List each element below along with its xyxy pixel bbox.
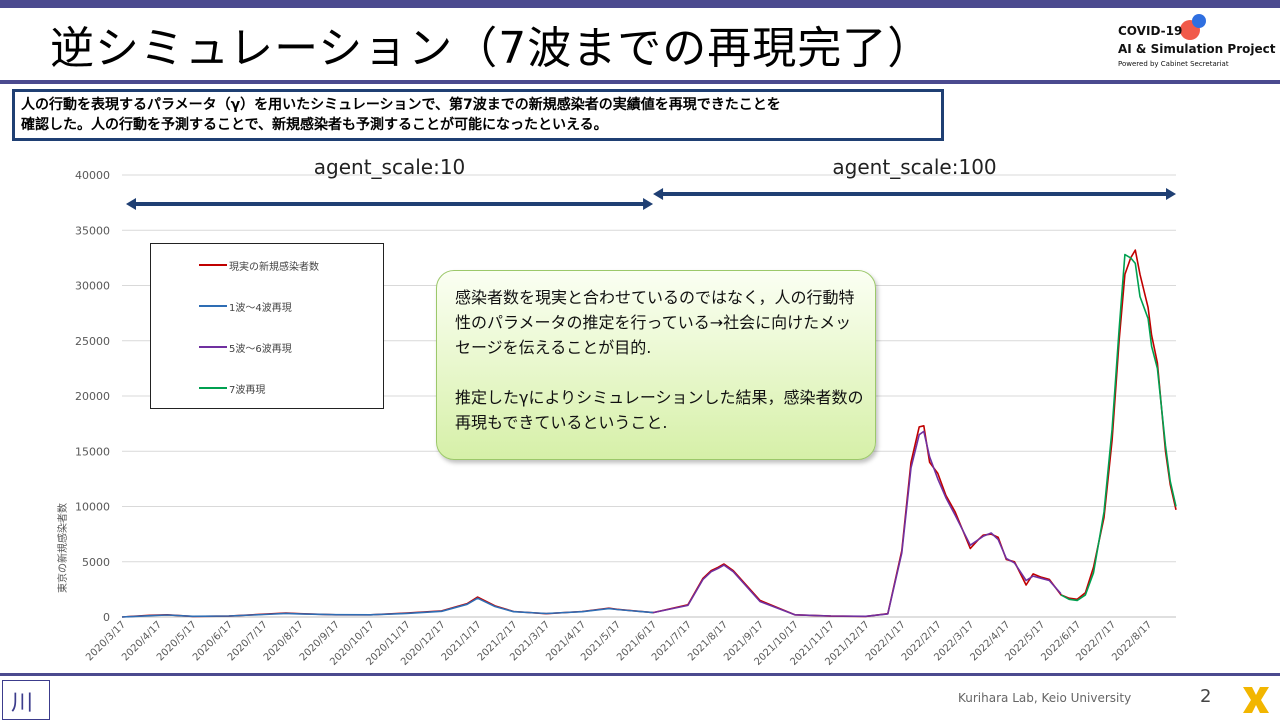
lab-logo-glyph: 川 bbox=[11, 691, 34, 716]
logo-blue-circle-icon bbox=[1192, 14, 1206, 28]
summary-line-2: 確認した。人の行動を予測することで、新規感染者も予測することが可能になったといえ… bbox=[21, 117, 608, 133]
y-tick-label: 25000 bbox=[75, 335, 110, 348]
logo-line1: COVID-19 bbox=[1118, 24, 1183, 38]
top-accent-bar bbox=[0, 0, 1280, 8]
series-line-2 bbox=[652, 430, 1062, 618]
y-tick-label: 10000 bbox=[75, 501, 110, 514]
cross-logo-icon bbox=[1243, 687, 1269, 713]
legend-item-real: 現実の新規感染者数 bbox=[199, 258, 379, 273]
legend-label-wave7: 7波再現 bbox=[229, 385, 266, 396]
y-tick-label: 40000 bbox=[75, 169, 110, 182]
footer-divider bbox=[0, 673, 1280, 676]
legend-label-wave5-6: 5波～6波再現 bbox=[229, 344, 292, 355]
title-divider bbox=[0, 80, 1280, 84]
series-line-1 bbox=[121, 597, 654, 618]
legend-swatch-wave1-4 bbox=[199, 305, 227, 307]
scale-label: agent_scale:100 bbox=[832, 155, 996, 179]
x-axis-ticks: 2020/3/172020/4/172020/5/172020/6/172020… bbox=[84, 619, 1154, 668]
y-tick-label: 30000 bbox=[75, 280, 110, 293]
footer-lab-name: Kurihara Lab, Keio University bbox=[958, 691, 1132, 705]
y-tick-label: 20000 bbox=[75, 390, 110, 403]
callout-paragraph-1: 感染者数を現実と合わせているのではなく，人の行動特性のパラメータの推定を行ってい… bbox=[455, 288, 855, 357]
legend-item-wave1-4: 1波～4波再現 bbox=[199, 299, 379, 314]
logo-line2: AI & Simulation Project bbox=[1118, 42, 1276, 56]
lab-logo: 川 bbox=[2, 680, 50, 720]
y-axis-ticks: 0 5000 10000 15000 20000 25000 30000 35000 40000 bbox=[75, 169, 110, 624]
legend-swatch-wave5-6 bbox=[199, 346, 227, 348]
scale-arrow-head-left bbox=[126, 198, 136, 210]
y-tick-label: 15000 bbox=[75, 445, 110, 458]
y-tick-label: 35000 bbox=[75, 224, 110, 237]
chart-series bbox=[121, 249, 1177, 618]
page-number: 2 bbox=[1200, 686, 1212, 707]
page-title: 逆シミュレーション（7波までの再現完了） bbox=[50, 23, 933, 74]
scale-arrow-head-right bbox=[643, 198, 654, 210]
y-tick-label: 5000 bbox=[82, 556, 110, 569]
legend-item-wave5-6: 5波～6波再現 bbox=[199, 340, 379, 355]
legend-label-real: 現実の新規感染者数 bbox=[229, 262, 319, 273]
agent-scale-annotations: agent_scale:10 agent_scale:100 bbox=[126, 155, 1176, 210]
y-axis-label: 東京の新規感染者数 bbox=[56, 503, 69, 593]
scale-arrow-head-left bbox=[653, 188, 664, 200]
callout-paragraph-2: 推定したγによりシミュレーションした結果，感染者数の再現もできているということ. bbox=[455, 388, 864, 432]
legend-label-wave1-4: 1波～4波再現 bbox=[229, 303, 292, 314]
summary-box: 人の行動を表現するパラメータ（γ）を用いたシミュレーションで、第7波までの新規感… bbox=[12, 89, 944, 141]
logo-line3: Powered by Cabinet Secretariat bbox=[1118, 60, 1229, 68]
legend-swatch-real bbox=[199, 264, 227, 266]
legend-swatch-wave7 bbox=[199, 387, 227, 389]
scale-label: agent_scale:10 bbox=[314, 155, 466, 179]
chart-legend: 現実の新規感染者数 1波～4波再現 5波～6波再現 7波再現 bbox=[150, 243, 384, 409]
summary-text: 人の行動を表現するパラメータ（γ）を用いたシミュレーションで、第7波までの新規感… bbox=[21, 95, 937, 135]
y-tick-label: 0 bbox=[103, 611, 110, 624]
explanation-callout: 感染者数を現実と合わせているのではなく，人の行動特性のパラメータの推定を行ってい… bbox=[436, 270, 876, 460]
project-logo: COVID-19 AI & Simulation Project Powered… bbox=[1118, 14, 1278, 78]
series-line-3 bbox=[1060, 253, 1177, 602]
legend-item-wave7: 7波再現 bbox=[199, 381, 379, 396]
scale-arrow-head-right bbox=[1166, 188, 1176, 200]
summary-line-1: 人の行動を表現するパラメータ（γ）を用いたシミュレーションで、第7波までの新規感… bbox=[21, 97, 781, 113]
